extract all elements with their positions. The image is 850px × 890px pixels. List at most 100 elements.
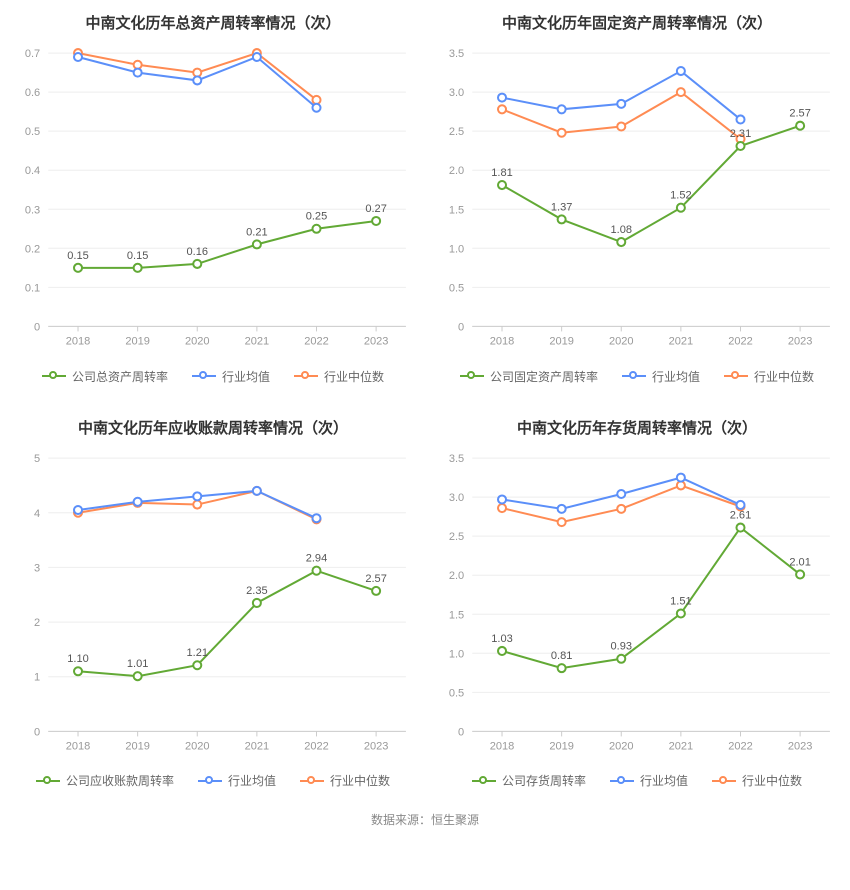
svg-text:1.52: 1.52	[670, 190, 692, 202]
chart-grid: 中南文化历年总资产周转率情况（次） 00.10.20.30.40.50.60.7…	[0, 0, 850, 803]
svg-text:1.03: 1.03	[491, 632, 513, 644]
svg-text:2021: 2021	[245, 335, 270, 347]
chart-inventory-legend: 公司存货周转率 行业均值 行业中位数	[428, 761, 846, 803]
svg-text:2018: 2018	[66, 335, 91, 347]
svg-text:1.5: 1.5	[449, 609, 464, 621]
legend-item: 公司固定资产周转率	[460, 368, 598, 385]
svg-text:1.21: 1.21	[187, 647, 209, 659]
legend-marker-icon	[460, 370, 484, 382]
svg-text:2023: 2023	[788, 335, 813, 347]
svg-text:2019: 2019	[549, 335, 574, 347]
svg-text:0.15: 0.15	[127, 250, 149, 262]
legend-item: 行业均值	[610, 772, 688, 789]
legend-marker-icon	[294, 370, 318, 382]
chart-inventory: 中南文化历年存货周转率情况（次） 00.51.01.52.02.53.03.52…	[428, 409, 846, 804]
legend-label: 行业中位数	[754, 368, 814, 385]
legend-item: 行业中位数	[294, 368, 384, 385]
svg-text:0.81: 0.81	[551, 650, 573, 662]
svg-text:2.0: 2.0	[449, 570, 464, 582]
svg-text:0.4: 0.4	[25, 165, 40, 177]
svg-text:2023: 2023	[788, 740, 813, 752]
svg-text:2022: 2022	[304, 740, 329, 752]
svg-text:0.6: 0.6	[25, 87, 40, 99]
legend-item: 行业均值	[198, 772, 276, 789]
chart-fixed_asset: 中南文化历年固定资产周转率情况（次） 00.51.01.52.02.53.03.…	[428, 4, 846, 399]
svg-text:0.93: 0.93	[611, 640, 633, 652]
svg-text:0.27: 0.27	[365, 203, 387, 215]
svg-text:2022: 2022	[728, 335, 753, 347]
svg-text:1.81: 1.81	[491, 167, 513, 179]
svg-text:1.10: 1.10	[67, 653, 89, 665]
legend-item: 行业均值	[622, 368, 700, 385]
svg-text:2019: 2019	[125, 335, 150, 347]
chart-receivables: 中南文化历年应收账款周转率情况（次） 012345201820192020202…	[4, 409, 422, 804]
legend-label: 公司固定资产周转率	[490, 368, 598, 385]
legend-marker-icon	[300, 775, 324, 787]
chart-title: 中南文化历年固定资产周转率情况（次）	[428, 4, 846, 35]
svg-text:2021: 2021	[669, 335, 694, 347]
svg-text:5: 5	[34, 453, 40, 465]
svg-text:2: 2	[34, 617, 40, 629]
svg-text:2020: 2020	[185, 335, 210, 347]
svg-text:0.25: 0.25	[306, 211, 328, 223]
svg-text:0.16: 0.16	[187, 246, 209, 258]
svg-text:2021: 2021	[669, 740, 694, 752]
svg-text:1.0: 1.0	[449, 243, 464, 255]
svg-text:2.31: 2.31	[730, 128, 752, 140]
legend-item: 公司应收账款周转率	[36, 772, 174, 789]
svg-text:2.5: 2.5	[449, 126, 464, 138]
svg-text:2020: 2020	[609, 740, 634, 752]
chart-title: 中南文化历年存货周转率情况（次）	[428, 409, 846, 440]
legend-marker-icon	[198, 775, 222, 787]
svg-text:0: 0	[34, 726, 40, 738]
svg-text:0.5: 0.5	[25, 126, 40, 138]
svg-text:0: 0	[458, 321, 464, 333]
chart-total_asset-legend: 公司总资产周转率 行业均值 行业中位数	[4, 357, 422, 399]
svg-text:0.5: 0.5	[449, 687, 464, 699]
legend-label: 行业中位数	[324, 368, 384, 385]
svg-text:0.1: 0.1	[25, 282, 40, 294]
legend-marker-icon	[610, 775, 634, 787]
legend-marker-icon	[472, 775, 496, 787]
svg-text:2018: 2018	[490, 740, 515, 752]
legend-marker-icon	[712, 775, 736, 787]
svg-text:2020: 2020	[609, 335, 634, 347]
svg-text:2.57: 2.57	[789, 108, 811, 120]
legend-label: 行业均值	[640, 772, 688, 789]
svg-text:1.37: 1.37	[551, 201, 573, 213]
svg-text:3.5: 3.5	[449, 453, 464, 465]
legend-item: 公司存货周转率	[472, 772, 586, 789]
chart-title: 中南文化历年应收账款周转率情况（次）	[4, 409, 422, 440]
svg-text:2022: 2022	[304, 335, 329, 347]
svg-text:1.08: 1.08	[611, 224, 633, 236]
chart-fixed_asset-legend: 公司固定资产周转率 行业均值 行业中位数	[428, 357, 846, 399]
svg-text:2020: 2020	[185, 740, 210, 752]
svg-text:2.5: 2.5	[449, 531, 464, 543]
svg-text:2.61: 2.61	[730, 509, 752, 521]
svg-text:0: 0	[458, 726, 464, 738]
legend-item: 公司总资产周转率	[42, 368, 168, 385]
legend-label: 行业均值	[222, 368, 270, 385]
legend-item: 行业中位数	[724, 368, 814, 385]
svg-text:2018: 2018	[490, 335, 515, 347]
svg-text:2019: 2019	[125, 740, 150, 752]
svg-text:1.5: 1.5	[449, 204, 464, 216]
data-source-footer: 数据来源：恒生聚源	[0, 803, 850, 842]
chart-inventory-svg: 00.51.01.52.02.53.03.5201820192020202120…	[428, 440, 846, 762]
svg-text:2021: 2021	[245, 740, 270, 752]
svg-text:2.57: 2.57	[365, 572, 387, 584]
chart-title: 中南文化历年总资产周转率情况（次）	[4, 4, 422, 35]
svg-text:4: 4	[34, 507, 40, 519]
svg-text:1.0: 1.0	[449, 648, 464, 660]
legend-label: 公司总资产周转率	[72, 368, 168, 385]
svg-text:2023: 2023	[364, 335, 389, 347]
svg-text:0.7: 0.7	[25, 48, 40, 60]
svg-text:2018: 2018	[66, 740, 91, 752]
svg-text:1: 1	[34, 671, 40, 683]
svg-text:0.2: 0.2	[25, 243, 40, 255]
legend-marker-icon	[724, 370, 748, 382]
legend-label: 公司应收账款周转率	[66, 772, 174, 789]
legend-marker-icon	[192, 370, 216, 382]
svg-text:2019: 2019	[549, 740, 574, 752]
svg-text:0.21: 0.21	[246, 226, 268, 238]
